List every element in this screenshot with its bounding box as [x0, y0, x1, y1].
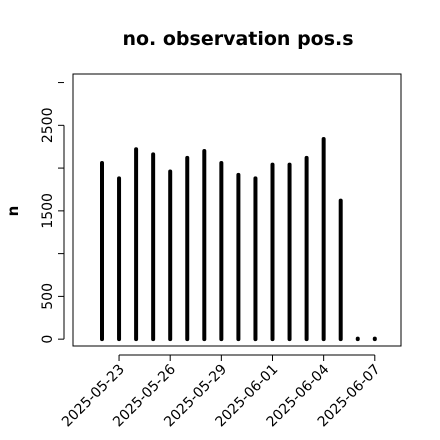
chart-title: no. observation pos.s: [122, 28, 353, 50]
y-axis: 0 500 1500 2500: [40, 82, 65, 344]
y-tick-label: 0: [40, 335, 56, 344]
bar-series: [100, 137, 377, 342]
y-tick-label: 2500: [40, 108, 56, 144]
y-tick-label: 500: [40, 283, 56, 310]
x-axis: 2025-05-232025-05-262025-05-292025-06-01…: [59, 354, 384, 430]
y-axis-label: n: [4, 206, 22, 217]
y-tick-label: 1500: [40, 193, 56, 229]
plot-area-frame: [72, 73, 402, 347]
